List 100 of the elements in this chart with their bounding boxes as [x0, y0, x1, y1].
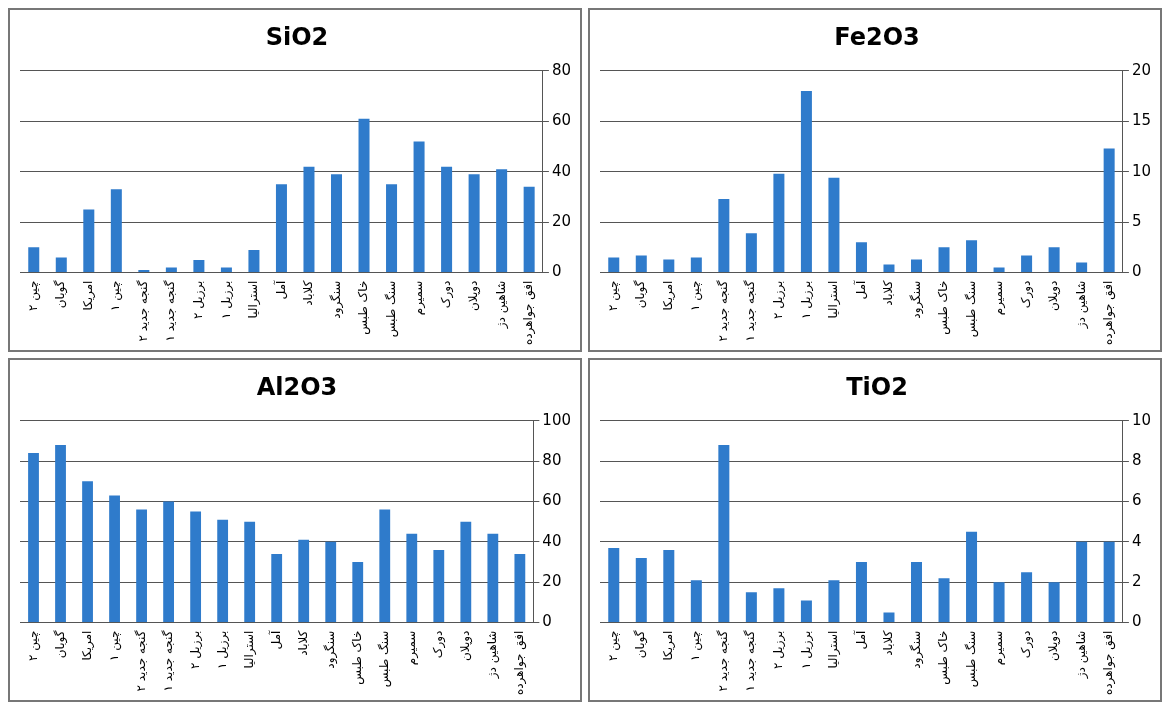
- bar: [379, 509, 391, 623]
- bar: [325, 541, 337, 623]
- y-tick-label: 0: [1131, 262, 1142, 281]
- bar: [1021, 572, 1033, 623]
- bar: [193, 259, 205, 273]
- bar: [386, 184, 398, 273]
- x-tick-label: کلاباد: [295, 630, 310, 656]
- bar: [966, 531, 978, 623]
- bar: [358, 118, 370, 273]
- bar: [303, 166, 315, 273]
- y-tick-label: 80: [551, 60, 572, 79]
- x-tick-label: آمل: [852, 279, 868, 300]
- bar: [911, 259, 922, 273]
- bar: [406, 533, 418, 623]
- x-tick-label: دوپلان: [466, 280, 482, 312]
- y-tick-label: 40: [542, 531, 562, 550]
- x-tick-label: دورک: [1018, 280, 1034, 309]
- bar: [855, 562, 867, 623]
- bar: [635, 255, 647, 273]
- x-tick-label: برزیل ۱: [218, 280, 234, 320]
- x-tick-label: سنگرود: [328, 280, 344, 319]
- x-tick-label: سنگرود: [908, 630, 924, 669]
- bar: [413, 141, 425, 273]
- bar: [608, 547, 620, 623]
- bar: [773, 588, 785, 623]
- y-tick-label: 0: [1131, 612, 1142, 631]
- bar: [136, 509, 147, 623]
- bar: [441, 166, 453, 273]
- bar: [635, 558, 647, 623]
- bar: [608, 257, 620, 273]
- chart-title: Fe2O3: [834, 22, 920, 51]
- x-tick-label: گوبان: [633, 630, 649, 659]
- bar: [275, 184, 287, 273]
- bar: [745, 592, 757, 623]
- x-tick-label: برزیل ۱: [214, 630, 230, 670]
- bar: [1048, 582, 1060, 623]
- bar: [28, 247, 40, 273]
- y-tick-label: 5: [1131, 212, 1142, 231]
- y-tick-label: 20: [1131, 60, 1152, 79]
- bar: [514, 553, 526, 623]
- y-tick-label: 4: [1131, 531, 1142, 550]
- bar: [938, 578, 950, 623]
- bar: [663, 549, 675, 623]
- bar: [331, 174, 342, 273]
- bar: [800, 90, 812, 273]
- x-tick-label: دورک: [430, 630, 446, 659]
- x-tick-label: کلاباد: [881, 280, 896, 306]
- x-tick-label: سمیرم: [991, 630, 1007, 666]
- x-tick-label: گنجه جدید ۲: [135, 280, 150, 342]
- y-tick-label: 20: [542, 572, 562, 591]
- bar: [993, 582, 1005, 623]
- x-tick-label: چین ۱: [688, 280, 704, 312]
- bar: [523, 186, 535, 273]
- bar: [1021, 255, 1033, 273]
- bar: [883, 612, 895, 623]
- x-tick-label: برزیل ۱: [798, 280, 814, 320]
- bar: [271, 553, 283, 623]
- x-tick-label: دوپلان: [1046, 280, 1062, 312]
- bar: [690, 257, 702, 273]
- x-tick-label: دوپلان: [1046, 630, 1062, 662]
- chart-title: SiO2: [265, 22, 329, 51]
- bar: [966, 240, 978, 273]
- bar: [55, 257, 67, 273]
- bar: [82, 481, 93, 623]
- bar: [1103, 541, 1115, 623]
- chart-title: Al2O3: [256, 372, 338, 401]
- x-tick-label: شاهین دژ: [1073, 630, 1089, 680]
- x-tick-label: برزیل ۱: [798, 630, 814, 670]
- y-tick-label: 40: [551, 161, 572, 180]
- bar: [190, 511, 202, 623]
- x-tick-label: آمل: [852, 629, 868, 650]
- y-tick-label: 6: [1131, 491, 1142, 510]
- x-tick-label: افق جواهرده: [1101, 630, 1117, 696]
- bar: [745, 233, 757, 273]
- y-tick-label: 10: [1131, 161, 1152, 180]
- bar: [217, 519, 229, 623]
- y-tick-label: 0: [551, 262, 562, 281]
- bar: [468, 174, 480, 273]
- x-tick-label: امریکا: [79, 630, 95, 661]
- bar: [55, 445, 66, 623]
- y-tick-label: 100: [542, 410, 572, 429]
- x-tick-label: سنگرود: [322, 630, 338, 669]
- bar: [883, 264, 895, 273]
- x-tick-label: آمل: [267, 629, 283, 650]
- bar: [460, 521, 472, 623]
- bar: [496, 169, 508, 273]
- bar: [1076, 541, 1088, 623]
- bar: [663, 259, 675, 273]
- x-tick-label: آمل: [272, 279, 288, 300]
- y-tick-label: 60: [542, 491, 562, 510]
- x-tick-label: استرالیا: [826, 280, 842, 319]
- bar: [433, 549, 445, 623]
- bar: [28, 453, 39, 623]
- x-tick-label: سنگ طبس: [383, 280, 399, 338]
- bar: [248, 249, 260, 273]
- x-tick-label: امریکا: [660, 630, 676, 661]
- bar: [1076, 262, 1088, 273]
- x-tick-label: سمیرم: [403, 630, 419, 666]
- x-tick-label: افق جواهرده: [1101, 280, 1117, 346]
- bar: [110, 189, 122, 273]
